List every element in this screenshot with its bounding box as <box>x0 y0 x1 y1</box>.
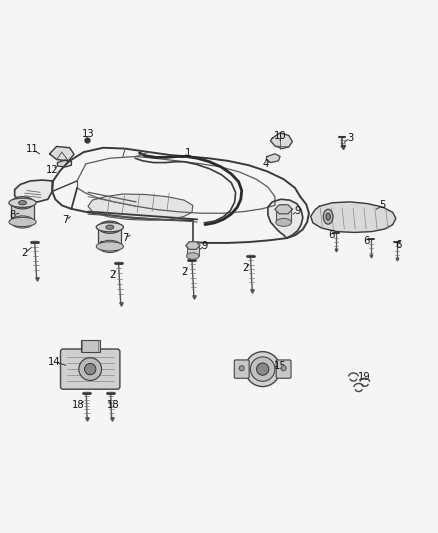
Text: 6: 6 <box>328 230 335 240</box>
Polygon shape <box>88 194 193 220</box>
Text: 3: 3 <box>347 133 353 143</box>
Polygon shape <box>311 202 396 232</box>
Ellipse shape <box>9 217 36 227</box>
Circle shape <box>239 366 244 371</box>
Ellipse shape <box>187 253 199 259</box>
FancyBboxPatch shape <box>81 340 100 352</box>
Ellipse shape <box>96 223 124 232</box>
Text: 1: 1 <box>185 148 191 158</box>
Ellipse shape <box>323 209 333 224</box>
Circle shape <box>245 352 280 386</box>
Polygon shape <box>57 160 71 167</box>
Text: 9: 9 <box>202 240 208 251</box>
Text: 8: 8 <box>10 210 16 220</box>
Ellipse shape <box>9 198 36 207</box>
FancyBboxPatch shape <box>276 360 291 378</box>
FancyBboxPatch shape <box>234 360 249 378</box>
Text: 7: 7 <box>62 215 68 225</box>
FancyBboxPatch shape <box>99 227 121 246</box>
Circle shape <box>85 364 96 375</box>
Ellipse shape <box>276 219 291 227</box>
Ellipse shape <box>99 240 121 253</box>
FancyBboxPatch shape <box>276 209 291 222</box>
Ellipse shape <box>106 225 114 229</box>
Circle shape <box>79 358 102 381</box>
Text: 4: 4 <box>263 159 269 169</box>
Text: 2: 2 <box>181 266 187 277</box>
Polygon shape <box>275 205 292 214</box>
Text: 18: 18 <box>72 400 85 410</box>
Text: 2: 2 <box>109 270 115 280</box>
Text: 5: 5 <box>380 200 386 211</box>
Polygon shape <box>49 147 74 161</box>
FancyBboxPatch shape <box>60 349 120 389</box>
Text: 7: 7 <box>122 233 128 243</box>
Text: 13: 13 <box>82 129 94 139</box>
Text: 19: 19 <box>357 372 371 382</box>
Text: 10: 10 <box>274 131 286 141</box>
Text: 11: 11 <box>26 144 39 155</box>
Text: 2: 2 <box>21 248 28 259</box>
Ellipse shape <box>11 216 34 228</box>
Ellipse shape <box>326 213 330 220</box>
Ellipse shape <box>99 221 121 233</box>
FancyBboxPatch shape <box>11 203 34 222</box>
Text: 8: 8 <box>98 240 104 251</box>
FancyBboxPatch shape <box>187 246 199 256</box>
Ellipse shape <box>96 242 124 251</box>
Polygon shape <box>271 133 292 149</box>
Circle shape <box>281 366 286 371</box>
Text: 6: 6 <box>364 236 370 246</box>
Polygon shape <box>268 199 303 238</box>
Circle shape <box>257 363 269 375</box>
Text: 14: 14 <box>48 357 60 367</box>
Polygon shape <box>186 242 200 249</box>
Circle shape <box>251 357 275 381</box>
Ellipse shape <box>11 197 34 209</box>
Text: 18: 18 <box>107 400 120 410</box>
Text: 15: 15 <box>274 361 286 371</box>
Polygon shape <box>14 180 52 202</box>
Text: 6: 6 <box>395 240 401 249</box>
Polygon shape <box>266 154 280 163</box>
Text: 9: 9 <box>294 206 301 216</box>
Text: 12: 12 <box>46 165 59 175</box>
Text: 2: 2 <box>242 263 248 273</box>
Ellipse shape <box>18 200 26 205</box>
